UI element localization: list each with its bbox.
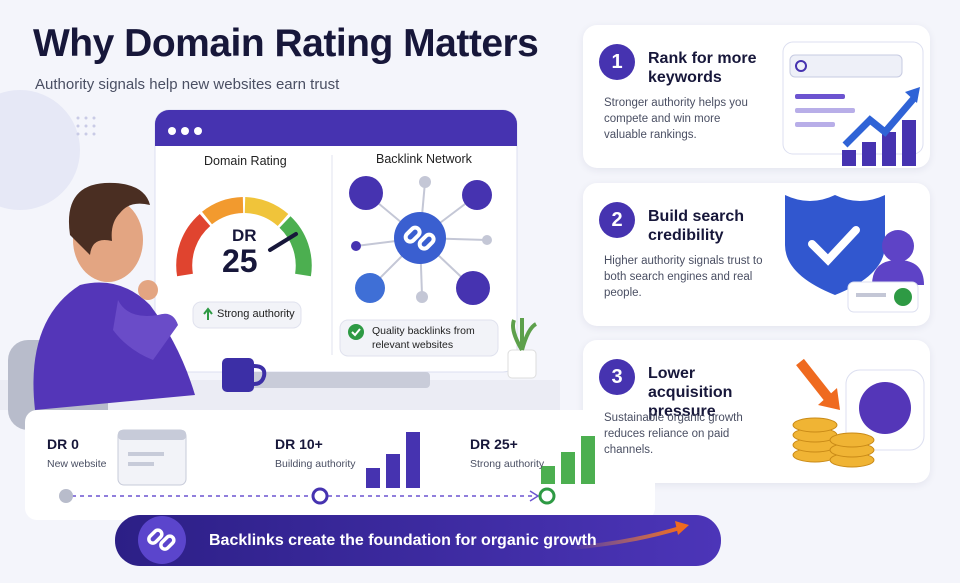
stage-caption: Strong authority: [470, 458, 545, 470]
stage-label: DR 10+: [275, 436, 323, 452]
blob: [0, 90, 80, 210]
stage-label: DR 0: [47, 436, 79, 452]
gauge-value: 25: [222, 243, 258, 279]
stage-caption: Building authority: [275, 458, 356, 470]
banner-text: Backlinks create the foundation for orga…: [209, 532, 597, 549]
benefit-title: Rank for more keywords: [648, 50, 757, 86]
title: Why Domain Rating Matters: [33, 22, 539, 65]
dots: [76, 116, 96, 136]
benefit-number: 1: [599, 44, 635, 80]
monitor-bar: [155, 110, 517, 146]
network-caption: Quality backlinks from relevant websites: [372, 325, 475, 351]
benefit-title: Build search credibility: [648, 208, 745, 244]
benefit-number: 3: [599, 359, 635, 395]
subtitle: Authority signals help new websites earn…: [35, 76, 340, 93]
network-title: Backlink Network: [376, 152, 472, 166]
benefit-number: 2: [599, 202, 635, 238]
stage-label: DR 25+: [470, 436, 518, 452]
gauge-label: DR: [232, 226, 257, 245]
banner: [115, 515, 721, 566]
benefit-text: Stronger authority helps you compete and…: [604, 97, 748, 141]
hub: [394, 212, 446, 264]
pill: [192, 301, 302, 329]
gauge-status: Strong authority: [217, 308, 295, 320]
benefit-title: Lower acquisition pressure: [648, 365, 733, 420]
gauge-title: Domain Rating: [204, 154, 287, 168]
benefit-text: Sustainable organic growth reduces relia…: [604, 412, 743, 456]
stage-caption: New website: [47, 458, 107, 470]
stand: [240, 372, 430, 388]
benefit-text: Higher authority signals trust to both s…: [604, 255, 763, 299]
needle: [268, 232, 298, 252]
hoodie: [33, 282, 195, 410]
